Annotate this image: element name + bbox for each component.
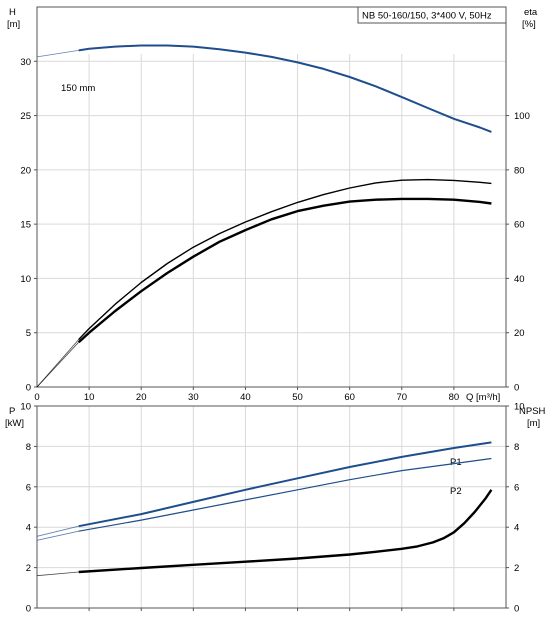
pump-label-box — [357, 6, 507, 24]
bottom-left-axis-unit: [kW] — [5, 418, 24, 429]
top-series-1-line — [78, 178, 492, 340]
top-x-tick-label: 30 — [188, 392, 199, 403]
top-series-2-line — [77, 197, 492, 344]
top-chart-curves — [36, 44, 492, 388]
bottom-left-tick-label: 2 — [26, 563, 31, 574]
bottom-left-axis-label: P — [9, 406, 15, 417]
impeller-annotation: 150 mm — [61, 83, 95, 94]
top-right-tick-label: 100 — [514, 111, 530, 122]
bottom-left-tick-label: 10 — [20, 402, 31, 413]
top-x-tick-label: 20 — [136, 392, 147, 403]
top-right-tick-label: 40 — [514, 274, 525, 285]
pump-label: NB 50-160/150, 3*400 V, 50Hz — [362, 11, 492, 22]
bottom-series-1-extrapolated-line — [36, 530, 79, 541]
top-left-axis-label: H — [9, 7, 16, 18]
top-series-0-extrapolated-line — [36, 50, 79, 58]
top-left-axis-unit: [m] — [7, 19, 20, 30]
top-left-tick-label: 5 — [26, 328, 31, 339]
bottom-chart-tick-labels: 0 2 4 6 8 10 0 2 4 6 8 10 — [20, 402, 524, 615]
top-x-tick-label: 10 — [84, 392, 95, 403]
bottom-right-axis-label: NPSH — [519, 406, 546, 417]
top-left-tick-label: 30 — [20, 57, 31, 68]
bottom-chart-grid — [34, 405, 509, 611]
series-label-p1: P1 — [450, 457, 462, 468]
top-series-2-extrapolated-line — [36, 341, 79, 388]
top-x-tick-label: 60 — [344, 392, 355, 403]
top-right-axis-unit: [%] — [522, 19, 536, 30]
top-chart-grid — [34, 54, 509, 390]
bottom-left-tick-label: 8 — [26, 442, 31, 453]
top-chart-tick-labels: 0 5 10 15 20 25 30 0 20 40 60 80 100 0 10 20 30 40 50 60 70 8… — [20, 57, 529, 403]
top-x-tick-label: 50 — [292, 392, 303, 403]
top-left-tick-label: 10 — [20, 274, 31, 285]
bottom-right-tick-label: 0 — [514, 604, 519, 615]
top-x-tick-label: 70 — [396, 392, 407, 403]
top-plot-frame — [36, 6, 507, 388]
bottom-left-tick-label: 6 — [26, 482, 31, 493]
top-x-tick-label: 0 — [34, 392, 39, 403]
top-series-0-line — [78, 44, 492, 133]
bottom-series-2-line — [78, 489, 493, 574]
top-x-tick-label: 40 — [240, 392, 251, 403]
bottom-chart-curves — [36, 441, 493, 577]
top-right-tick-label: 80 — [514, 165, 525, 176]
bottom-right-tick-label: 6 — [514, 482, 519, 493]
top-x-tick-label: 80 — [449, 392, 460, 403]
bottom-series-1-line — [78, 457, 492, 532]
bottom-series-2-extrapolated-line — [36, 571, 79, 577]
top-right-tick-label: 60 — [514, 220, 525, 231]
bottom-right-tick-label: 2 — [514, 563, 519, 574]
bottom-right-tick-label: 8 — [514, 442, 519, 453]
bottom-series-0-extrapolated-line — [36, 525, 79, 537]
series-label-p2: P2 — [450, 486, 462, 497]
bottom-left-tick-label: 4 — [26, 523, 31, 534]
top-left-tick-label: 15 — [20, 220, 31, 231]
top-left-tick-label: 25 — [20, 111, 31, 122]
bottom-series-0-line — [78, 441, 492, 528]
top-left-tick-label: 0 — [26, 383, 31, 394]
bottom-left-tick-label: 0 — [26, 604, 31, 615]
bottom-plot-frame — [36, 405, 507, 609]
top-right-axis-label: eta — [524, 7, 538, 18]
top-right-tick-label: 20 — [514, 328, 525, 339]
bottom-right-tick-label: 10 — [514, 402, 525, 413]
top-left-tick-label: 20 — [20, 165, 31, 176]
x-axis-label: Q [m³/h] — [466, 392, 500, 403]
bottom-right-axis-unit: [m] — [527, 418, 540, 429]
top-right-tick-label: 0 — [514, 383, 519, 394]
bottom-right-tick-label: 4 — [514, 523, 519, 534]
